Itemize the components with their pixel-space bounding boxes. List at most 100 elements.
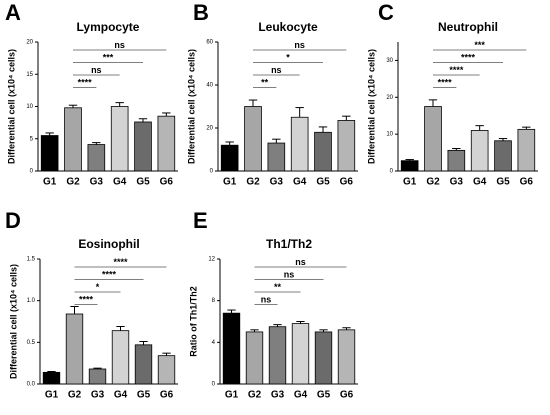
y-tick-label: 0: [390, 169, 394, 175]
panel-letter: A: [5, 0, 21, 25]
y-tick-label: 60: [206, 40, 213, 46]
y-tick-label: 1.0: [27, 298, 36, 304]
bar: [267, 142, 286, 172]
significance-label: **: [261, 77, 269, 87]
significance-label: ****: [449, 65, 464, 75]
x-tick-label: G1: [45, 390, 59, 401]
y-tick-label: 30: [386, 58, 393, 64]
x-tick-label: G4: [473, 177, 487, 188]
bar: [111, 330, 130, 385]
bar: [87, 144, 106, 172]
x-tick-label: G6: [340, 390, 354, 401]
x-tick-label: G1: [225, 390, 239, 401]
bar: [64, 107, 82, 172]
y-tick-label: 1.5: [27, 257, 36, 263]
significance-label: ****: [102, 269, 117, 279]
significance-label: ***: [474, 40, 485, 50]
x-tick-label: G2: [248, 390, 262, 401]
bar: [447, 149, 466, 172]
bar: [42, 371, 61, 385]
x-tick-label: G5: [317, 390, 331, 401]
x-tick-label: G1: [43, 177, 57, 188]
y-tick-label: 10: [386, 132, 393, 138]
y-axis-label: Differential cell (x10⁴ cells): [186, 49, 196, 164]
y-tick-label: 0.0: [27, 382, 36, 388]
bar: [245, 331, 264, 385]
bar: [337, 329, 356, 385]
x-tick-label: G2: [68, 390, 82, 401]
y-axis-label: Differential cell (x10⁴ cells): [6, 49, 16, 164]
significance-label: **: [274, 282, 282, 292]
significance-label: ns: [284, 269, 295, 279]
bar: [65, 313, 84, 385]
bar: [424, 106, 442, 172]
bar: [88, 368, 107, 385]
x-tick-label: G6: [160, 390, 174, 401]
y-tick-label: 20: [26, 40, 33, 46]
x-tick-label: G3: [271, 390, 285, 401]
x-tick-label: G3: [90, 177, 104, 188]
significance-label: ****: [438, 77, 453, 87]
y-tick-label: 10: [26, 104, 33, 110]
significance-label: ****: [78, 77, 93, 87]
x-tick-label: G5: [137, 390, 151, 401]
bar: [157, 355, 176, 385]
x-tick-label: G5: [316, 177, 330, 188]
y-tick-label: 40: [206, 83, 213, 89]
bar: [400, 160, 419, 172]
bar: [314, 331, 333, 385]
x-tick-label: G3: [91, 390, 105, 401]
y-tick-label: 5: [30, 136, 34, 142]
x-tick-label: G4: [294, 390, 308, 401]
panel-title: Leukocyte: [258, 20, 318, 34]
bar: [268, 326, 287, 385]
bar: [110, 106, 129, 172]
significance-label: ns: [295, 257, 306, 267]
x-tick-label: G5: [496, 177, 510, 188]
bar: [222, 312, 241, 385]
panel-title: Neutrophil: [438, 20, 498, 34]
bar: [494, 140, 512, 172]
panel-letter: C: [378, 0, 394, 25]
y-tick-label: 0: [30, 169, 34, 175]
panel-letter: D: [5, 208, 21, 233]
panel-title: Th1/Th2: [266, 237, 312, 251]
y-axis-label: Differential cell (x10⁴ cells): [8, 264, 18, 379]
bar: [134, 121, 152, 172]
y-axis-label: Ratio of Th1/Th2: [188, 286, 198, 357]
y-tick-label: 15: [26, 72, 33, 78]
bar: [291, 323, 310, 385]
x-tick-label: G4: [114, 390, 128, 401]
y-tick-label: 0.5: [27, 340, 36, 346]
x-tick-label: G6: [340, 177, 354, 188]
significance-label: ns: [271, 65, 282, 75]
bar: [290, 116, 309, 172]
bar: [220, 144, 239, 172]
x-tick-label: G2: [426, 177, 440, 188]
significance-label: ***: [103, 52, 114, 62]
x-tick-label: G2: [66, 177, 80, 188]
x-tick-label: G3: [450, 177, 464, 188]
bar: [157, 115, 176, 172]
y-tick-label: 20: [206, 126, 213, 132]
significance-label: ns: [294, 40, 305, 50]
x-tick-label: G1: [403, 177, 417, 188]
y-axis-label: Differential cell (x10⁴ cells): [366, 49, 376, 164]
panel-title: Lympocyte: [77, 20, 140, 34]
significance-label: ns: [261, 294, 272, 304]
bar: [314, 131, 332, 172]
bar: [244, 106, 262, 172]
x-tick-label: G4: [293, 177, 307, 188]
significance-label: *: [96, 282, 100, 292]
x-tick-label: G5: [136, 177, 150, 188]
significance-label: ****: [79, 294, 94, 304]
significance-label: ****: [461, 52, 476, 62]
panel-letter: E: [193, 208, 208, 233]
x-tick-label: G2: [246, 177, 260, 188]
bar: [517, 128, 536, 172]
x-tick-label: G3: [270, 177, 284, 188]
y-tick-label: 12: [208, 257, 215, 263]
x-tick-label: G6: [160, 177, 174, 188]
significance-label: ns: [114, 40, 125, 50]
